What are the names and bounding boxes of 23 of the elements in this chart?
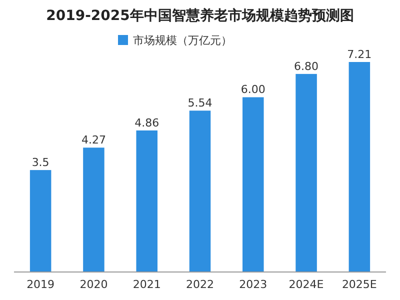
data-label: 3.5 — [32, 156, 50, 170]
data-label: 6.80 — [294, 60, 319, 73]
x-tick-label: 2023 — [239, 278, 268, 291]
x-tick-label: 2022 — [186, 278, 214, 291]
bar — [348, 62, 370, 272]
legend: 市场规模（万亿元） — [118, 34, 232, 47]
x-tick-label: 2019 — [26, 278, 55, 291]
data-label: 4.27 — [81, 134, 106, 147]
bar — [136, 130, 158, 272]
x-tick-label: 2024E — [288, 278, 324, 291]
x-tick-label: 2021 — [132, 278, 161, 291]
chart-title: 2019-2025年中国智慧养老市场规模趋势预测图 — [46, 7, 354, 24]
x-tick-label: 2025E — [342, 278, 377, 291]
bar — [189, 110, 211, 272]
bar — [242, 97, 264, 272]
data-label: 7.21 — [347, 48, 372, 61]
data-label: 6.00 — [240, 83, 266, 96]
data-label: 5.54 — [188, 96, 212, 110]
data-label: 4.86 — [134, 116, 160, 130]
x-tick-label: 2020 — [80, 278, 108, 291]
bar — [83, 148, 104, 272]
bar — [30, 170, 52, 272]
bar — [296, 74, 317, 272]
